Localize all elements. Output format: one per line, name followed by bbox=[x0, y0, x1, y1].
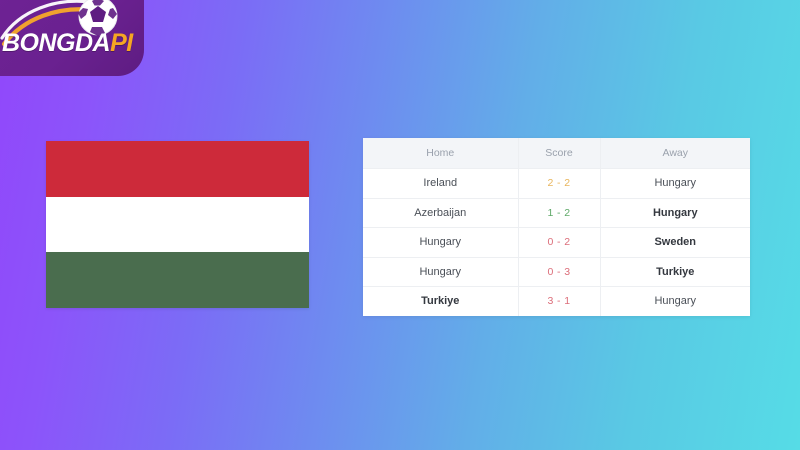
brand-logo-badge[interactable]: BONGDAPI bbox=[0, 0, 144, 76]
brand-wordmark: BONGDAPI bbox=[2, 28, 142, 58]
table-body: Ireland 2 - 2 Hungary Azerbaijan 1 - 2 Hungar… bbox=[363, 168, 750, 316]
cell-score: 0 - 2 bbox=[518, 227, 601, 257]
match-results-table: Home Score Away Ireland 2 - 2 Hungary Azerb… bbox=[363, 138, 750, 316]
cell-score: 1 - 2 bbox=[518, 198, 601, 228]
flag-band-green bbox=[46, 252, 309, 308]
home-team-name: Turkiye bbox=[421, 295, 460, 308]
column-header-away: Away bbox=[600, 138, 750, 169]
cell-home-team: Ireland bbox=[363, 168, 519, 198]
match-score: 1 - 2 bbox=[547, 206, 571, 219]
away-team-name: Hungary bbox=[654, 295, 697, 308]
table-header: Home Score Away bbox=[363, 138, 750, 169]
cell-home-team: Azerbaijan bbox=[363, 198, 519, 228]
match-score: 3 - 1 bbox=[547, 295, 571, 308]
away-team-name: Turkiye bbox=[656, 265, 695, 278]
cell-away-team: Hungary bbox=[600, 287, 750, 316]
table-header-row: Home Score Away bbox=[363, 138, 750, 169]
cell-away-team: Turkiye bbox=[600, 257, 750, 287]
away-team-name: Sweden bbox=[654, 236, 697, 249]
brand-name-accent: PI bbox=[110, 29, 133, 57]
soccer-ball-icon bbox=[78, 0, 118, 36]
cell-score: 2 - 2 bbox=[518, 168, 601, 198]
flag-band-white bbox=[46, 196, 309, 253]
brand-name-main: BONGDA bbox=[2, 29, 111, 57]
logo-artwork bbox=[0, 0, 118, 47]
cell-away-team: Hungary bbox=[600, 169, 750, 199]
cell-home-team: Turkiye bbox=[363, 286, 519, 316]
table-row[interactable]: Azerbaijan 1 - 2 Hungary bbox=[363, 198, 750, 228]
away-team-name: Hungary bbox=[652, 206, 698, 219]
cell-home-team: Hungary bbox=[363, 227, 519, 257]
home-team-name: Hungary bbox=[419, 236, 462, 249]
match-results-card: Home Score Away Ireland 2 - 2 Hungary Azerb… bbox=[363, 138, 750, 316]
table-row[interactable]: Hungary 0 - 3 Turkiye bbox=[363, 257, 750, 287]
home-team-name: Azerbaijan bbox=[414, 206, 467, 219]
match-score: 0 - 2 bbox=[547, 236, 571, 249]
column-header-score: Score bbox=[518, 138, 601, 169]
home-team-name: Ireland bbox=[423, 177, 458, 190]
match-score: 2 - 2 bbox=[547, 177, 571, 190]
cell-score: 3 - 1 bbox=[518, 286, 601, 316]
flag-band-red bbox=[46, 141, 309, 197]
cell-home-team: Hungary bbox=[363, 257, 519, 287]
table-row[interactable]: Ireland 2 - 2 Hungary bbox=[363, 168, 750, 199]
cell-score: 0 - 3 bbox=[518, 257, 601, 287]
home-team-name: Hungary bbox=[419, 265, 462, 278]
hungary-flag-image bbox=[46, 141, 309, 308]
table-row[interactable]: Hungary 0 - 2 Sweden bbox=[363, 227, 750, 258]
cell-away-team: Hungary bbox=[600, 198, 750, 228]
table-row[interactable]: Turkiye 3 - 1 Hungary bbox=[363, 286, 750, 316]
column-header-home: Home bbox=[363, 138, 519, 169]
away-team-name: Hungary bbox=[654, 177, 697, 190]
match-score: 0 - 3 bbox=[547, 265, 571, 278]
cell-away-team: Sweden bbox=[600, 228, 750, 258]
